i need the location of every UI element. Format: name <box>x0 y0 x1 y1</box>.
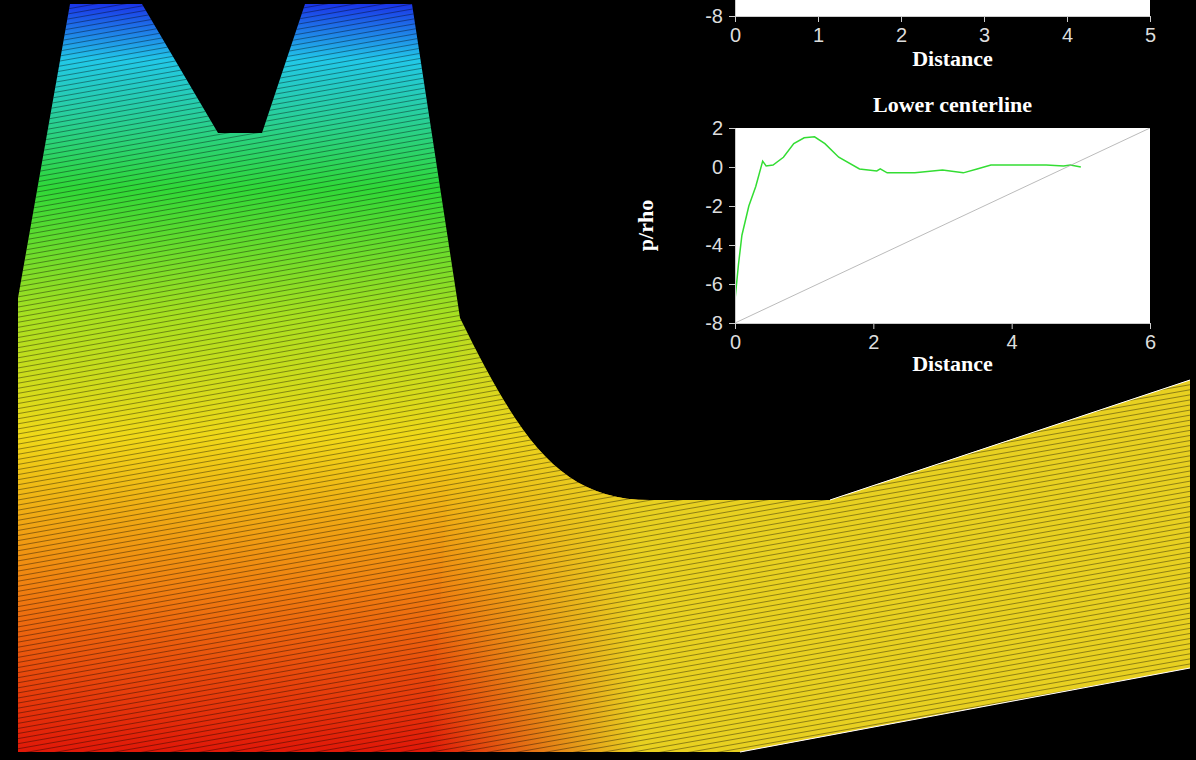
tick-label: -8 <box>705 5 723 27</box>
plot-area <box>735 0 1150 16</box>
axis-line <box>736 17 1151 23</box>
x-axis-title: Distance <box>912 351 993 376</box>
title: Lower centerline <box>873 92 1032 117</box>
tick-mark <box>901 16 902 22</box>
y-axis: -8 <box>705 0 735 27</box>
tick: 2 <box>868 323 879 353</box>
tick: 0 <box>730 323 741 353</box>
tick-mark <box>729 323 735 324</box>
tick-label: 0 <box>730 24 741 46</box>
tick-mark <box>729 16 735 17</box>
axis-line <box>729 129 736 324</box>
chart: 0 1 2 3 4 5 -8 Distance <box>705 0 1156 71</box>
x-axis: 0 2 4 6 <box>730 323 1156 353</box>
tick: 0 <box>730 16 741 46</box>
tick-mark <box>818 16 819 22</box>
tick-label: -2 <box>705 195 723 217</box>
tick-mark <box>729 128 735 129</box>
tick: 3 <box>979 16 990 46</box>
line <box>735 137 1081 300</box>
tick-mark <box>729 206 735 207</box>
tick-label: 0 <box>712 156 723 178</box>
tick: -8 <box>705 312 735 334</box>
tick-mark <box>1150 16 1151 22</box>
vector-texture <box>18 4 1190 752</box>
tick-mark <box>1067 16 1068 22</box>
tick-mark <box>1012 323 1013 329</box>
x-axis: 0 1 2 3 4 5 <box>730 16 1156 46</box>
plot-marks <box>735 128 1150 323</box>
tick-label: -4 <box>705 234 723 256</box>
axis-line <box>729 0 736 17</box>
x-axis-title: Distance <box>912 46 993 71</box>
tick: 0 <box>712 156 735 178</box>
tick-label: 2 <box>712 117 723 139</box>
tick: 5 <box>1145 16 1156 46</box>
tick: 1 <box>813 16 824 46</box>
tick-label: 4 <box>1007 331 1018 353</box>
tick: -2 <box>705 195 735 217</box>
tick: -6 <box>705 273 735 295</box>
tick-mark <box>729 245 735 246</box>
axis-line <box>736 324 1151 330</box>
tick-label: 0 <box>730 331 741 353</box>
tick-mark <box>984 16 985 22</box>
flow-field <box>18 4 1190 752</box>
tick-label: 2 <box>896 24 907 46</box>
tick: 2 <box>896 16 907 46</box>
tick-label: 6 <box>1145 331 1156 353</box>
plot-area <box>735 128 1150 323</box>
canvas: 0 1 2 3 4 5 -8 Distance 0 2 4 6 -8 -6 -4 -2 0 2 Lower cent… <box>0 0 1196 760</box>
flow-domain <box>18 4 1190 752</box>
y-axis: -8 -6 -4 -2 0 2 <box>705 117 735 334</box>
tick-mark <box>1150 323 1151 329</box>
tick: 6 <box>1145 323 1156 353</box>
y-axis-title: p/rho <box>633 200 658 251</box>
tick-label: 5 <box>1145 24 1156 46</box>
chart: 0 2 4 6 -8 -6 -4 -2 0 2 Lower centerline Distance p/… <box>633 92 1156 376</box>
tick-label: 3 <box>979 24 990 46</box>
tick-mark <box>729 167 735 168</box>
tick-label: 4 <box>1062 24 1073 46</box>
tick-mark <box>729 284 735 285</box>
tick: 4 <box>1007 323 1018 353</box>
tick-label: 2 <box>868 331 879 353</box>
tick-label: 1 <box>813 24 824 46</box>
tick-label: -6 <box>705 273 723 295</box>
tick: 2 <box>712 117 735 139</box>
tick-label: -8 <box>705 312 723 334</box>
tick: 4 <box>1062 16 1073 46</box>
tick: -8 <box>705 5 735 27</box>
tick-mark <box>873 323 874 329</box>
tick: -4 <box>705 234 735 256</box>
line <box>735 128 1150 323</box>
wall <box>740 380 1190 752</box>
